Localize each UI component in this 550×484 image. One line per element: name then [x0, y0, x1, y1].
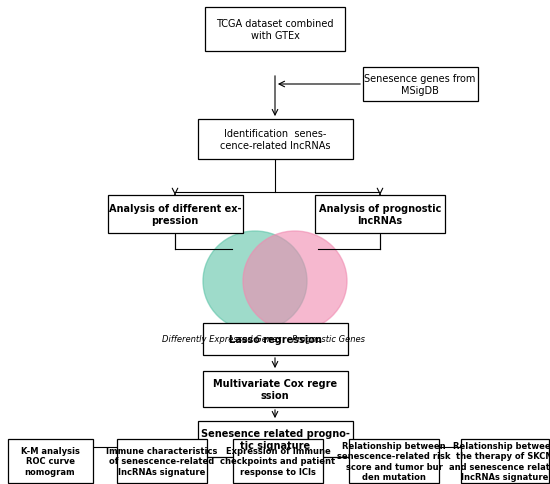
FancyBboxPatch shape [117, 439, 207, 483]
Text: Lasso regression: Lasso regression [229, 334, 321, 344]
FancyBboxPatch shape [197, 421, 353, 457]
Ellipse shape [243, 231, 347, 332]
FancyBboxPatch shape [202, 323, 348, 355]
Text: Senesence related progno-
tic signature: Senesence related progno- tic signature [201, 428, 349, 450]
Text: Analysis of prognostic
lncRNAs: Analysis of prognostic lncRNAs [319, 204, 441, 226]
FancyBboxPatch shape [315, 196, 445, 233]
FancyBboxPatch shape [197, 120, 353, 160]
Ellipse shape [203, 231, 307, 332]
FancyBboxPatch shape [349, 439, 439, 483]
FancyBboxPatch shape [233, 439, 323, 483]
FancyBboxPatch shape [461, 439, 549, 483]
Text: Prognostic Genes: Prognostic Genes [292, 334, 365, 343]
FancyBboxPatch shape [362, 68, 477, 102]
Text: Immune characteristics
of senescence-related
lncRNAs signature: Immune characteristics of senescence-rel… [106, 446, 218, 476]
FancyBboxPatch shape [202, 371, 348, 407]
Text: Differently Expressed Genes: Differently Expressed Genes [162, 334, 282, 343]
FancyBboxPatch shape [107, 196, 243, 233]
Text: Relationship between
the therapy of SKCM
and senescence related
lncRNAs signatur: Relationship between the therapy of SKCM… [449, 441, 550, 481]
Text: Senesence genes from
MSigDB: Senesence genes from MSigDB [364, 74, 476, 96]
Text: Analysis of different ex-
pression: Analysis of different ex- pression [109, 204, 241, 226]
Text: K-M analysis
ROC curve
nomogram: K-M analysis ROC curve nomogram [20, 446, 79, 476]
FancyBboxPatch shape [8, 439, 92, 483]
Text: Multivariate Cox regre
ssion: Multivariate Cox regre ssion [213, 378, 337, 400]
Text: TCGA dataset combined
with GTEx: TCGA dataset combined with GTEx [216, 19, 334, 41]
Text: Relationship between
senescence-related risk
score and tumor bur
den mutation: Relationship between senescence-related … [337, 441, 451, 481]
Text: Identification  senes-
cence-related lncRNAs: Identification senes- cence-related lncR… [220, 129, 330, 151]
Text: Expression of immune
checkpoints and patient
response to ICIs: Expression of immune checkpoints and pat… [221, 446, 336, 476]
FancyBboxPatch shape [205, 8, 345, 52]
